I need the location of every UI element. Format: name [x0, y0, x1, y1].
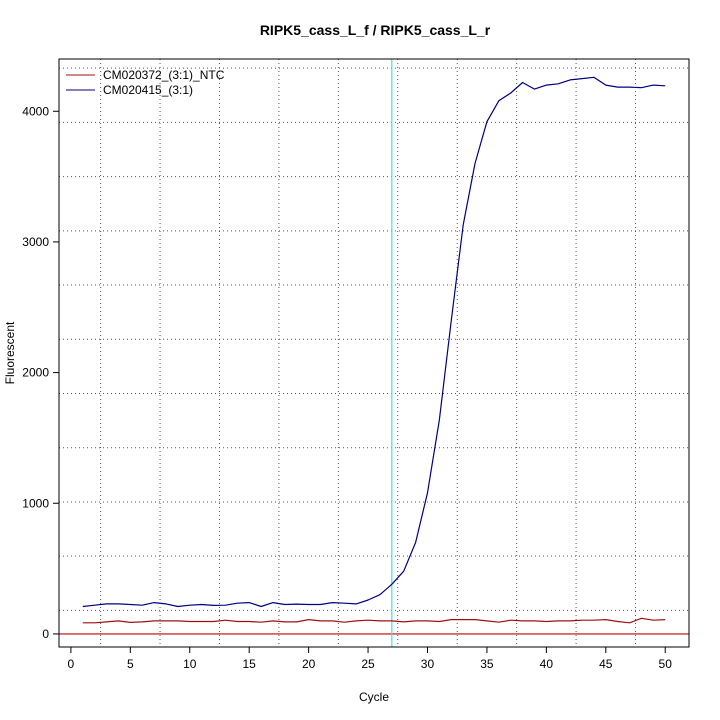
x-tick-label: 20 [302, 657, 316, 671]
y-tick-label: 3000 [22, 235, 49, 249]
legend-entry-2: CM020415_(3:1) [103, 83, 193, 97]
x-tick-label: 5 [127, 657, 134, 671]
x-tick-label: 10 [183, 657, 197, 671]
series-layer [82, 76, 666, 624]
x-axis-label: Cycle [359, 690, 389, 704]
legend-entry-1: CM020372_(3:1)_NTC [103, 68, 225, 82]
y-axis-label: Fluorescent [3, 321, 17, 384]
series-line-1 [82, 617, 666, 624]
plot-frame [58, 58, 690, 648]
grid-lines [59, 59, 689, 647]
y-axis: 0 1000 2000 3000 4000 [22, 104, 59, 641]
x-tick-label: 30 [421, 657, 435, 671]
chart-title: RIPK5_cass_L_f / RIPK5_cass_L_r [260, 22, 491, 38]
x-tick-label: 45 [599, 657, 613, 671]
x-tick-label: 35 [480, 657, 494, 671]
y-tick-label: 0 [42, 627, 49, 641]
x-tick-label: 25 [361, 657, 375, 671]
series-line-2 [82, 76, 666, 608]
x-tick-label: 0 [68, 657, 75, 671]
y-tick-label: 2000 [22, 366, 49, 380]
x-tick-label: 15 [243, 657, 257, 671]
x-tick-label: 50 [659, 657, 673, 671]
y-tick-label: 1000 [22, 496, 49, 510]
x-axis: 0 5 10 15 20 25 30 35 40 45 50 [68, 647, 673, 671]
reference-lines [59, 59, 689, 647]
x-tick-label: 40 [540, 657, 554, 671]
y-tick-label: 4000 [22, 104, 49, 118]
